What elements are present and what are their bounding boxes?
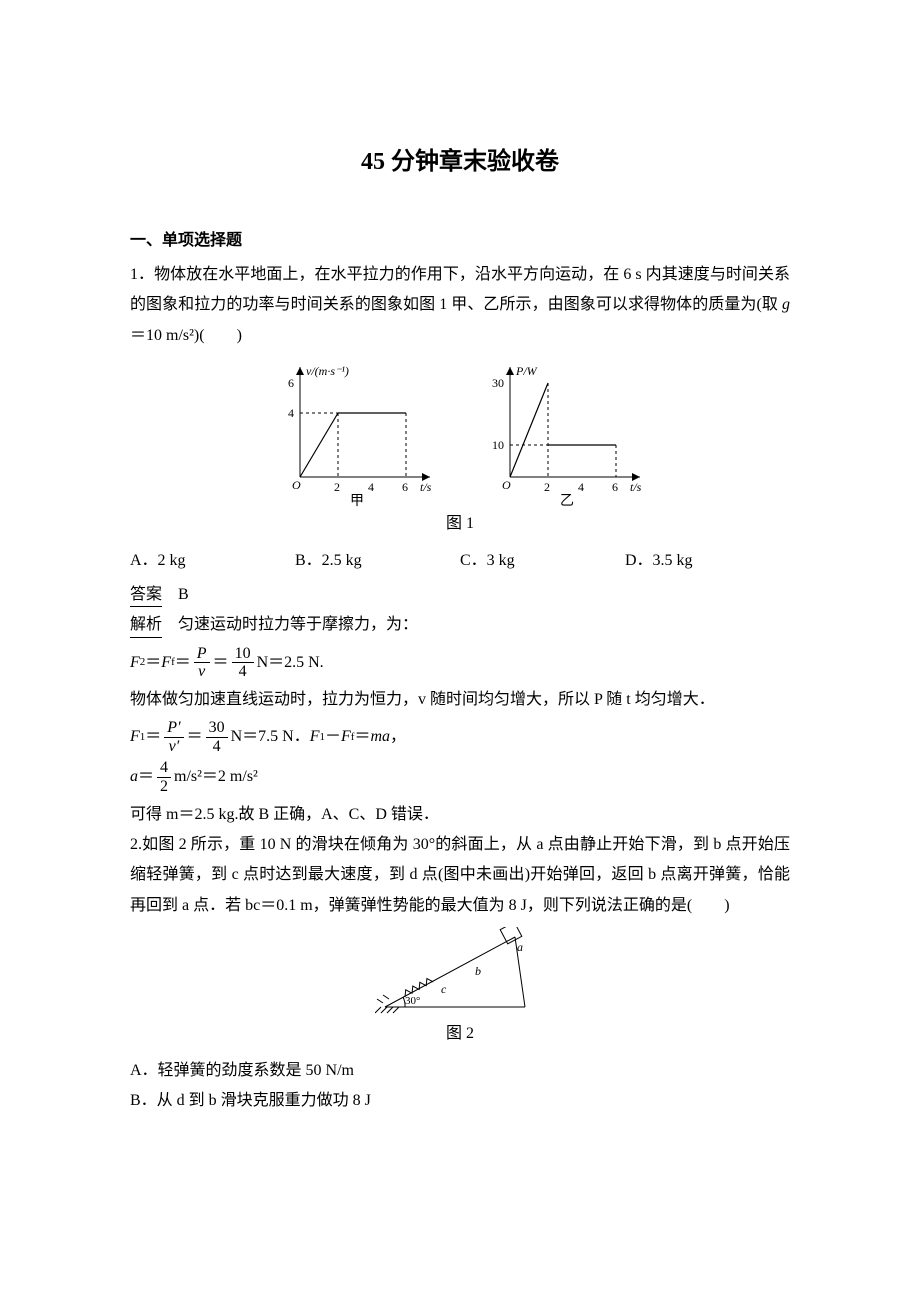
- svg-text:4: 4: [288, 406, 294, 420]
- eq2-num2: 30: [206, 719, 228, 738]
- svg-text:4: 4: [578, 480, 584, 494]
- answer-value: B: [178, 586, 189, 603]
- svg-text:c: c: [441, 982, 447, 996]
- analysis-line: 解析 匀速运动时拉力等于摩擦力，为：: [130, 610, 790, 640]
- eq1-den1: v: [195, 663, 208, 681]
- svg-text:6: 6: [288, 376, 294, 390]
- svg-text:4: 4: [368, 480, 374, 494]
- svg-text:P/W: P/W: [515, 364, 538, 378]
- svg-text:30°: 30°: [405, 995, 420, 1007]
- eq1: F2＝Ff＝ Pv ＝ 104 N＝2.5 N.: [130, 645, 790, 681]
- q1-conclusion: 可得 m＝2.5 kg.故 B 正确，A、C、D 错误．: [130, 800, 790, 830]
- g-symbol: g: [782, 296, 790, 313]
- answer-label: 答案: [130, 584, 162, 607]
- svg-text:6: 6: [612, 480, 618, 494]
- svg-text:2: 2: [334, 480, 340, 494]
- chart-left: O 2 4 6 t/s 4 6 v/(m·s⁻¹) 甲: [270, 357, 440, 507]
- chart-right-caption: 乙: [560, 493, 574, 507]
- svg-text:6: 6: [402, 480, 408, 494]
- incline-diagram: 30° a b c: [375, 927, 545, 1017]
- eq2-den1: v′: [166, 738, 183, 756]
- eq1-den2: 4: [236, 663, 250, 681]
- svg-text:30: 30: [492, 376, 504, 390]
- eq2-den2: 4: [210, 738, 224, 756]
- opt-d: D．3.5 kg: [625, 546, 790, 576]
- q2-opt-a: A．轻弹簧的劲度系数是 50 N/m: [130, 1056, 790, 1086]
- q2-opt-b: B．从 d 到 b 滑块克服重力做功 8 J: [130, 1086, 790, 1116]
- svg-text:t/s: t/s: [630, 480, 642, 494]
- fig2-caption: 图 2: [130, 1019, 790, 1049]
- svg-text:O: O: [502, 478, 511, 492]
- analysis-line2: 物体做匀加速直线运动时，拉力为恒力，v 随时间均匀增大，所以 P 随 t 均匀增…: [130, 685, 790, 715]
- eq1-tail: N＝2.5 N.: [257, 648, 324, 678]
- opt-c: C．3 kg: [460, 546, 625, 576]
- fig1-caption: 图 1: [130, 509, 790, 539]
- eq3-num: 4: [157, 759, 171, 778]
- analysis-text: 匀速运动时拉力等于摩擦力，为：: [178, 616, 418, 633]
- chart-right: O 2 4 6 t/s 10 30 P/W 乙: [480, 357, 650, 507]
- q1-options: A．2 kg B．2.5 kg C．3 kg D．3.5 kg: [130, 546, 790, 576]
- svg-text:b: b: [475, 964, 481, 978]
- opt-a: A．2 kg: [130, 546, 295, 576]
- eq3-tail: m/s²＝2 m/s²: [174, 762, 258, 792]
- q1-stem-tail: ＝10 m/s²)( ): [130, 327, 242, 344]
- section-heading: 一、单项选择题: [130, 226, 790, 256]
- q1-figures: O 2 4 6 t/s 4 6 v/(m·s⁻¹) 甲 O 2 4 6 t/s …: [130, 357, 790, 507]
- opt-b: B．2.5 kg: [295, 546, 460, 576]
- q1-stem-text: 1．物体放在水平地面上，在水平拉力的作用下，沿水平方向运动，在 6 s 内其速度…: [130, 266, 790, 313]
- svg-text:a: a: [517, 940, 523, 954]
- eq1-num1: P: [194, 645, 210, 664]
- eq2: F1＝ P′v′ ＝ 304 N＝7.5 N．F1－Ff＝ma，: [130, 719, 790, 755]
- svg-text:2: 2: [544, 480, 550, 494]
- svg-text:O: O: [292, 478, 301, 492]
- answer-line: 答案 B: [130, 580, 790, 610]
- svg-text:t/s: t/s: [420, 480, 432, 494]
- eq2-num1: P′: [164, 719, 183, 738]
- chart-left-caption: 甲: [350, 494, 364, 507]
- q1-stem: 1．物体放在水平地面上，在水平拉力的作用下，沿水平方向运动，在 6 s 内其速度…: [130, 260, 790, 351]
- page-title: 45 分钟章末验收卷: [130, 140, 790, 186]
- svg-text:10: 10: [492, 438, 504, 452]
- analysis-label: 解析: [130, 614, 162, 637]
- eq1-num2: 10: [232, 645, 254, 664]
- eq3-den: 2: [157, 778, 171, 796]
- q2-stem: 2.如图 2 所示，重 10 N 的滑块在倾角为 30°的斜面上，从 a 点由静…: [130, 830, 790, 921]
- eq3: a＝ 42 m/s²＝2 m/s²: [130, 759, 790, 795]
- svg-text:v/(m·s⁻¹): v/(m·s⁻¹): [306, 364, 349, 378]
